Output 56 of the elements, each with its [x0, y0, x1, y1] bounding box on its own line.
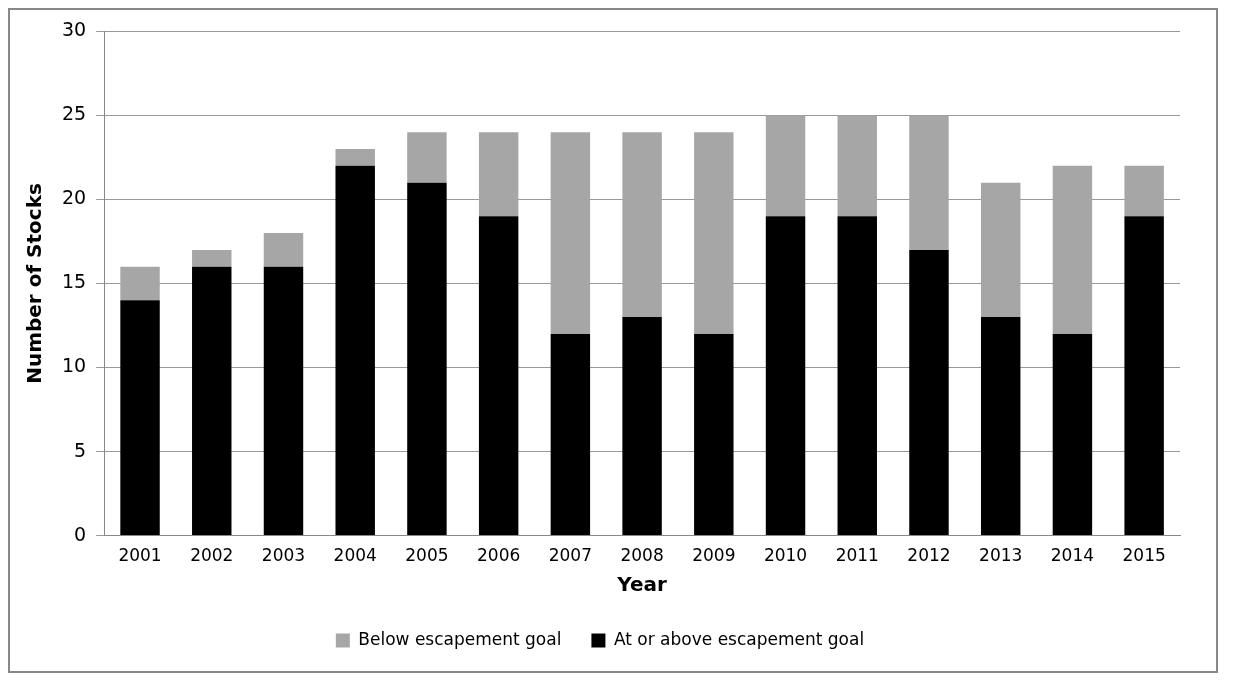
- y-tick-label: 15: [61, 270, 87, 293]
- x-tick-label: 2004: [333, 545, 377, 566]
- bar: [120, 266, 160, 301]
- bar: [837, 216, 877, 536]
- x-tick-label: 2009: [692, 545, 736, 566]
- y-tick-label: 30: [61, 18, 87, 41]
- x-tick-label: 2003: [261, 545, 306, 566]
- bar: [1052, 333, 1093, 536]
- x-tick-label: 2013: [979, 545, 1023, 566]
- legend-label: At or above escapement goal: [613, 628, 865, 649]
- bar: [622, 317, 662, 536]
- x-tick-label: 2001: [118, 545, 162, 566]
- bar: [550, 333, 591, 536]
- bar: [765, 115, 806, 217]
- x-tick-label: 2015: [1122, 545, 1166, 566]
- bar: [335, 149, 375, 166]
- y-axis-title: Number of Stocks: [22, 183, 47, 384]
- x-tick-label: 2011: [835, 545, 879, 566]
- x-tick-label: 2010: [763, 545, 808, 566]
- bar: [263, 233, 304, 267]
- bar: [1124, 216, 1164, 536]
- bar: [622, 132, 662, 318]
- bar: [765, 216, 806, 536]
- bar: [478, 132, 519, 217]
- bar: [909, 249, 949, 536]
- bar: [980, 182, 1021, 318]
- x-tick-label: 2008: [620, 545, 664, 566]
- x-axis-title: Year: [616, 572, 668, 597]
- bar: [909, 115, 949, 250]
- bar: [1124, 165, 1164, 217]
- x-tick-label: 2012: [907, 545, 951, 566]
- bar: [192, 249, 232, 267]
- bar: [478, 216, 519, 536]
- y-tick-label: 25: [61, 102, 87, 125]
- x-tick-label: 2014: [1050, 545, 1095, 566]
- legend-label: Below escapement goal: [358, 628, 562, 649]
- bar: [837, 115, 877, 217]
- bar: [550, 132, 591, 334]
- y-tick-label: 10: [61, 354, 87, 377]
- bar: [694, 333, 734, 536]
- x-tick-label: 2005: [405, 545, 449, 566]
- y-tick-label: 20: [61, 186, 87, 209]
- bar: [192, 266, 232, 536]
- bar: [1052, 165, 1093, 334]
- x-tick-label: 2002: [190, 545, 234, 566]
- bar: [980, 317, 1021, 536]
- y-tick-label: 0: [74, 522, 87, 545]
- y-tick-label: 5: [74, 438, 87, 461]
- x-tick-label: 2007: [548, 545, 592, 566]
- bar: [407, 182, 447, 536]
- bar: [120, 300, 160, 536]
- bar: [407, 132, 447, 183]
- bar: [263, 266, 304, 536]
- x-tick-label: 2006: [477, 545, 521, 566]
- bar: [694, 132, 734, 334]
- bar: [335, 165, 375, 536]
